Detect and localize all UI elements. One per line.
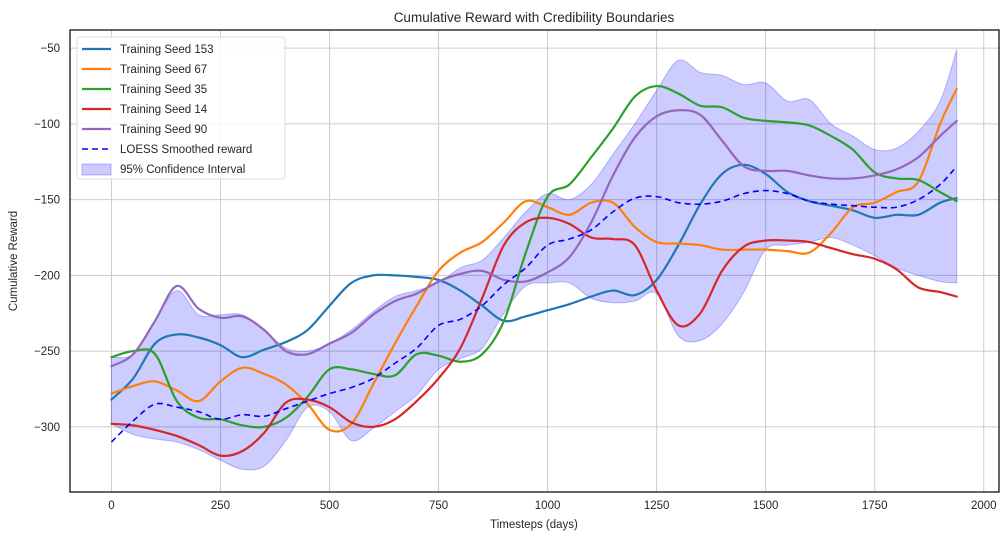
y-tick-label: −100 (34, 119, 60, 131)
legend-box (76, 36, 286, 180)
x-tick-label: 1250 (644, 500, 670, 512)
x-tick-label: 250 (211, 500, 230, 512)
y-tick-label: −50 (40, 43, 60, 55)
y-axis-ticks: −50 −100 −150 −200 −250 −300 (34, 43, 60, 434)
confidence-interval-band (110, 49, 958, 471)
series-line-5 (110, 109, 958, 368)
x-tick-label: 2000 (971, 500, 997, 512)
x-axis-ticks: 0 250 500 750 1000 1250 1500 1750 2000 (108, 500, 996, 512)
y-tick-label: −250 (34, 346, 60, 358)
legend-label: Training Seed 14 (120, 104, 208, 116)
legend-label: 95% Confidence Interval (120, 164, 245, 176)
series-lines (110, 84, 958, 457)
x-tick-label: 750 (429, 500, 448, 512)
legend-label: Training Seed 90 (120, 124, 207, 136)
chart-title: Cumulative Reward with Credibility Bound… (394, 10, 675, 25)
series-line-1 (110, 163, 958, 401)
x-tick-label: 1750 (862, 500, 888, 512)
y-tick-label: −300 (34, 422, 60, 434)
legend-label: Training Seed 153 (120, 44, 214, 56)
x-axis-label: Timesteps (days) (490, 519, 578, 531)
legend-label: LOESS Smoothed reward (120, 144, 252, 156)
y-axis-label: Cumulative Reward (8, 211, 20, 311)
series-line-4 (110, 216, 958, 457)
legend-label: Training Seed 35 (120, 84, 207, 96)
x-tick-label: 1500 (753, 500, 779, 512)
x-tick-label: 1000 (535, 500, 561, 512)
legend-swatch (81, 163, 112, 176)
legend: Training Seed 153 Training Seed 67 Trainin… (76, 36, 286, 180)
x-tick-label: 500 (320, 500, 339, 512)
series-line-6 (110, 165, 958, 443)
plot-frame (69, 29, 1000, 493)
y-tick-label: −200 (34, 270, 60, 282)
x-tick-label: 0 (108, 500, 114, 512)
y-tick-label: −150 (34, 195, 60, 207)
legend-label: Training Seed 67 (120, 64, 207, 76)
confidence-band-layer (110, 49, 958, 471)
series-line-3 (110, 84, 958, 429)
